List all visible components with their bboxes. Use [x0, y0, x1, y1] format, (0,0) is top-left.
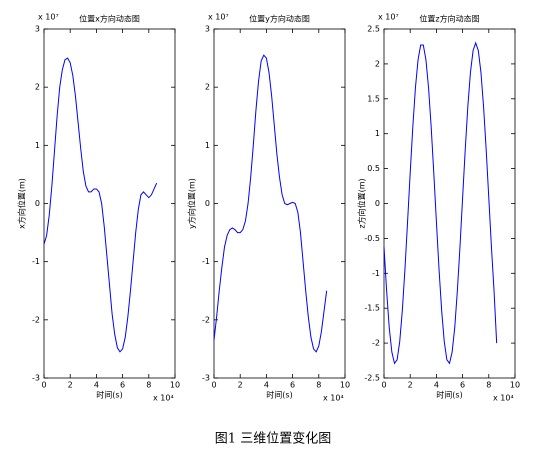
x-tick-label: 0	[211, 381, 216, 390]
y-tick-label: 3	[205, 25, 210, 34]
x-tick-label: 10	[170, 381, 180, 390]
y-tick-label: -3	[32, 374, 40, 383]
x-tick-label: 4	[264, 381, 269, 390]
data-line	[43, 57, 158, 353]
y-tick-label: -3	[202, 374, 210, 383]
y-tick-label: -1	[202, 257, 210, 266]
y-tick-label: -2	[202, 315, 210, 324]
y-tick-label: -2	[372, 339, 380, 348]
x-tick-label: 4	[94, 381, 99, 390]
y-tick-label: -1	[32, 257, 40, 266]
y-tick-label: -0.5	[364, 234, 380, 243]
x-tick-label: 6	[120, 381, 125, 390]
y-tick-label: 1	[375, 129, 380, 138]
x-tick-label: 10	[510, 381, 520, 390]
axes-box	[43, 28, 176, 379]
x-axis-label: 时间(s)	[266, 390, 292, 400]
x-scale-label: x 10⁴	[493, 394, 514, 403]
y-tick-label: -2.5	[364, 374, 380, 383]
y-axis-label: y方向位置(m)	[187, 178, 197, 229]
x-tick-label: 0	[381, 381, 386, 390]
y-tick-label: 0	[35, 199, 40, 208]
y-tick-label: 0	[205, 199, 210, 208]
axes-box	[213, 28, 346, 379]
y-axis-label: z方向位置(m)	[357, 178, 367, 228]
x-tick-label: 6	[460, 381, 465, 390]
x-tick-label: 0	[41, 381, 46, 390]
x-tick-label: 8	[146, 381, 151, 390]
data-line	[213, 54, 328, 353]
x-axis-label: 时间(s)	[436, 390, 462, 400]
x-tick-label: 8	[316, 381, 321, 390]
x-tick-label: 2	[238, 381, 243, 390]
x-axis-label: 时间(s)	[96, 390, 122, 400]
y-tick-label: 1.5	[367, 94, 380, 103]
y-scale-label: x 10⁷	[38, 13, 59, 22]
subplot-title: 位置y方向动态图	[249, 14, 310, 24]
y-tick-label: 0.5	[367, 164, 380, 173]
subplot-title: 位置x方向动态图	[79, 14, 140, 24]
y-tick-label: 2	[35, 83, 40, 92]
x-tick-label: 2	[68, 381, 73, 390]
y-tick-label: 2.5	[367, 25, 380, 34]
y-tick-label: 0	[375, 199, 380, 208]
y-tick-label: 1	[205, 141, 210, 150]
x-scale-label: x 10⁴	[323, 394, 344, 403]
y-scale-label: x 10⁷	[378, 13, 399, 22]
y-tick-label: 3	[35, 25, 40, 34]
y-tick-label: 2	[205, 83, 210, 92]
x-scale-label: x 10⁴	[153, 394, 174, 403]
subplot-title: 位置z方向动态图	[419, 14, 479, 24]
x-tick-label: 4	[434, 381, 439, 390]
figure-caption: 图1 三维位置变化图	[215, 431, 331, 447]
x-tick-label: 2	[408, 381, 413, 390]
y-tick-label: -2	[32, 315, 40, 324]
y-tick-label: 2	[375, 59, 380, 68]
x-tick-label: 10	[340, 381, 350, 390]
x-tick-label: 8	[486, 381, 491, 390]
y-axis-label: x方向位置(m)	[17, 178, 27, 229]
y-scale-label: x 10⁷	[208, 13, 229, 22]
y-tick-label: -1	[372, 269, 380, 278]
y-tick-label: 1	[35, 141, 40, 150]
y-tick-label: -1.5	[364, 304, 380, 313]
x-tick-label: 6	[290, 381, 295, 390]
axes-box	[383, 28, 516, 379]
data-line	[383, 41, 498, 365]
